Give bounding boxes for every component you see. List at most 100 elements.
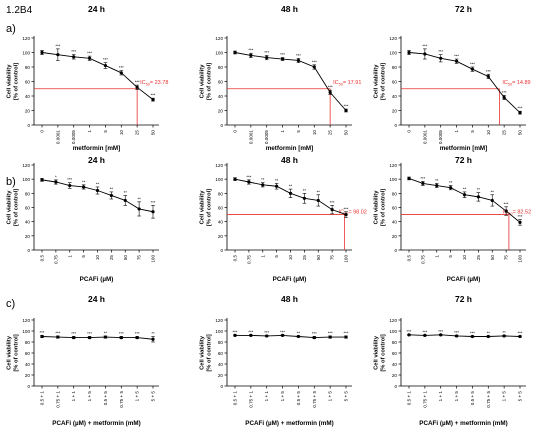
data-point — [330, 208, 334, 212]
data-point — [486, 74, 490, 79]
panel-label: b) — [6, 176, 16, 188]
y-tick-label: 100 — [22, 177, 30, 182]
data-point — [56, 335, 60, 339]
y-tick-label: 120 — [22, 318, 30, 323]
significance-mark: *** — [119, 65, 124, 70]
significance-mark: *** — [420, 176, 425, 181]
x-tick-label: 50 — [344, 130, 349, 136]
data-point — [151, 98, 155, 102]
data-point — [296, 58, 301, 63]
data-point — [344, 108, 348, 113]
data-point — [233, 50, 237, 55]
x-tick-label: 0.75 + 1 — [55, 391, 60, 408]
data-point — [119, 71, 123, 75]
y-tick-label: 120 — [22, 36, 30, 41]
significance-mark: ** — [137, 196, 141, 201]
series-line — [41, 52, 154, 100]
y-tick-label: 60 — [25, 206, 31, 211]
y-tick-label: 20 — [392, 109, 398, 114]
data-point — [344, 335, 348, 339]
data-point — [423, 52, 427, 56]
y-tick-label: 40 — [392, 220, 398, 225]
x-tick-label: 0.75 — [53, 255, 58, 264]
series-line — [234, 52, 347, 111]
data-point — [490, 198, 494, 203]
x-tick-label: 0.0005 — [438, 130, 443, 144]
significance-mark: *** — [344, 330, 349, 335]
y-tick-label: 100 — [22, 329, 30, 334]
chart-title: 48 h — [281, 4, 298, 14]
y-tick-label: 60 — [392, 80, 398, 85]
x-axis-label: PCAFi (µM) + metformin (mM) — [52, 420, 140, 427]
y-tick-label: 40 — [218, 220, 224, 225]
x-tick-label: 100 — [151, 255, 156, 263]
chart-panel-6: 72 h 0 20 40 60 80 100 120 Cell viability[% of c… — [374, 155, 532, 283]
significance-mark: ** — [477, 187, 481, 192]
x-tick-label: 0.75 — [246, 255, 251, 264]
data-point — [454, 59, 459, 63]
x-tick-label: 50 — [518, 130, 523, 136]
data-point — [502, 95, 506, 100]
y-tick-label: 20 — [218, 109, 224, 114]
y-tick-label: 60 — [392, 206, 398, 211]
significance-mark: *** — [486, 69, 491, 74]
significance-mark: ** — [297, 330, 301, 335]
x-tick-label: 10 — [119, 130, 124, 136]
x-tick-label: 0.0001 — [422, 130, 427, 144]
data-point — [137, 207, 141, 211]
x-tick-label: 0.5 — [233, 255, 238, 262]
chart-panel-8: 48 h 0 20 40 60 80 100 120 Cell viability[% of c… — [200, 294, 352, 427]
y-tick-label: 100 — [389, 177, 397, 182]
x-tick-label: 0.0001 — [55, 130, 60, 144]
series-line — [408, 52, 521, 113]
data-point — [518, 334, 522, 339]
data-point — [123, 198, 127, 203]
data-point — [280, 57, 285, 61]
y-axis-label: Cell viability[% of control] — [7, 189, 20, 226]
significance-mark: *** — [119, 331, 124, 336]
data-point — [82, 185, 86, 189]
x-tick-label: 0.5 + 5 — [470, 391, 475, 406]
significance-mark: ** — [503, 330, 507, 335]
significance-mark: *** — [518, 214, 523, 219]
data-point — [328, 90, 332, 94]
x-tick-label: 1 + 5 — [454, 391, 459, 402]
x-tick-label: 0.5 + 5 — [296, 391, 301, 406]
significance-mark: *** — [470, 330, 475, 335]
y-axis-label: Cell viability[% of control] — [374, 334, 387, 371]
data-point — [462, 193, 467, 197]
y-tick-label: 0 — [27, 123, 30, 128]
data-point — [435, 183, 439, 188]
data-point — [151, 210, 155, 214]
significance-mark: ** — [317, 189, 321, 194]
y-tick-label: 20 — [218, 373, 224, 378]
significance-mark: *** — [502, 90, 507, 95]
x-tick-label: 1 — [454, 130, 459, 133]
x-tick-label: 5 — [103, 130, 108, 133]
chart-title: 48 h — [281, 155, 298, 165]
significance-mark: *** — [518, 330, 523, 335]
x-tick-label: 1 + 5 — [87, 391, 92, 402]
y-tick-label: 60 — [25, 351, 31, 356]
data-point — [439, 56, 443, 60]
y-tick-label: 60 — [218, 206, 224, 211]
data-point — [302, 196, 306, 200]
y-tick-label: 0 — [220, 123, 223, 128]
y-tick-label: 100 — [215, 329, 223, 334]
significance-mark: *** — [518, 106, 523, 111]
x-tick-label: 25 — [109, 255, 114, 261]
figure-id: 1.2B4 — [6, 5, 33, 16]
data-point — [40, 334, 44, 339]
y-axis-label: Cell viability[% of control] — [7, 63, 20, 100]
significance-mark: ** — [289, 184, 293, 189]
significance-mark: *** — [264, 330, 269, 335]
y-tick-label: 60 — [392, 351, 398, 356]
significance-mark: *** — [422, 329, 427, 334]
y-tick-label: 0 — [394, 384, 397, 389]
significance-mark: ** — [82, 179, 86, 184]
y-tick-label: 80 — [392, 340, 398, 345]
data-point — [135, 336, 139, 340]
significance-mark: *** — [312, 331, 317, 336]
